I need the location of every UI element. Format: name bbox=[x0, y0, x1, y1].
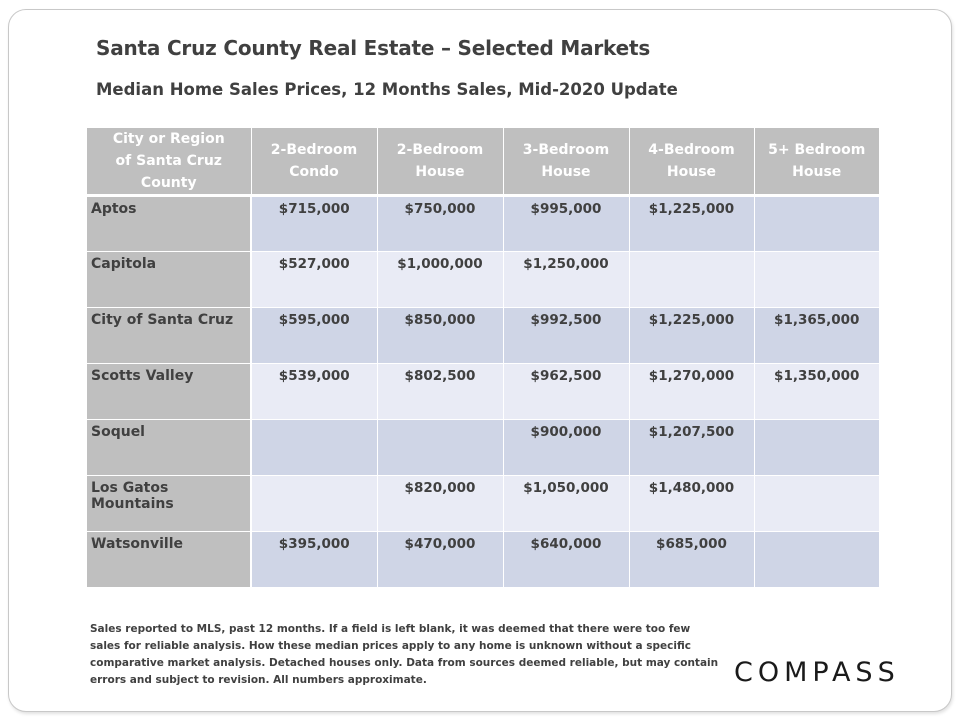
row-region-label: City of Santa Cruz bbox=[87, 307, 252, 364]
price-cell: $715,000 bbox=[251, 195, 378, 252]
page-title: Santa Cruz County Real Estate – Selected… bbox=[96, 36, 651, 60]
column-header: 4-Bedroom House bbox=[629, 128, 755, 197]
column-header: 5+ Bedroom House bbox=[754, 128, 879, 197]
column-header-line1: 5+ Bedroom bbox=[768, 142, 866, 158]
price-cell: $1,480,000 bbox=[629, 475, 755, 532]
column-header-line2: House bbox=[792, 164, 842, 180]
price-cell bbox=[754, 475, 879, 532]
price-cell bbox=[754, 531, 879, 588]
price-cell: $539,000 bbox=[251, 363, 378, 420]
price-cell: $992,500 bbox=[503, 307, 630, 364]
column-header: 2-Bedroom House bbox=[377, 128, 504, 197]
compass-logo: COMPASS bbox=[734, 657, 900, 688]
column-header-line2: of Santa Cruz County bbox=[115, 153, 222, 191]
price-cell: $527,000 bbox=[251, 251, 378, 308]
table-row: Soquel $900,000 $1,207,500 bbox=[87, 419, 879, 476]
price-cell: $1,250,000 bbox=[503, 251, 630, 308]
price-cell: $1,270,000 bbox=[629, 363, 755, 420]
price-cell: $850,000 bbox=[377, 307, 504, 364]
price-cell: $820,000 bbox=[377, 475, 504, 532]
price-cell: $995,000 bbox=[503, 195, 630, 252]
price-cell bbox=[377, 419, 504, 476]
column-header: 3-Bedroom House bbox=[503, 128, 630, 197]
price-cell: $470,000 bbox=[377, 531, 504, 588]
price-cell: $685,000 bbox=[629, 531, 755, 588]
price-cell: $1,365,000 bbox=[754, 307, 879, 364]
column-header: 2-Bedroom Condo bbox=[251, 128, 378, 197]
price-cell bbox=[629, 251, 755, 308]
table-row: Scotts Valley $539,000 $802,500 $962,500 $1,… bbox=[87, 363, 879, 420]
row-region-label: Aptos bbox=[87, 195, 252, 252]
price-cell bbox=[754, 419, 879, 476]
price-cell: $750,000 bbox=[377, 195, 504, 252]
row-region-label: Watsonville bbox=[87, 531, 252, 588]
price-cell bbox=[754, 195, 879, 252]
table-row: Capitola $527,000 $1,000,000 $1,250,000 bbox=[87, 251, 879, 308]
column-header-line2: House bbox=[541, 164, 591, 180]
column-header-line1: 2-Bedroom bbox=[270, 142, 358, 158]
price-cell: $900,000 bbox=[503, 419, 630, 476]
footnote: Sales reported to MLS, past 12 months. I… bbox=[90, 623, 719, 686]
page-subtitle: Median Home Sales Prices, 12 Months Sale… bbox=[96, 80, 678, 99]
column-header-line1: City or Region bbox=[112, 131, 225, 147]
column-header-line1: 2-Bedroom bbox=[396, 142, 484, 158]
price-cell: $395,000 bbox=[251, 531, 378, 588]
row-region-label: Scotts Valley bbox=[87, 363, 252, 420]
price-cell: $1,225,000 bbox=[629, 307, 755, 364]
column-header-line1: 4-Bedroom bbox=[648, 142, 735, 158]
price-cell: $802,500 bbox=[377, 363, 504, 420]
table-row: City of Santa Cruz $595,000 $850,000 $992,5… bbox=[87, 307, 879, 364]
table-row: Watsonville $395,000 $470,000 $640,000 $685,… bbox=[87, 531, 879, 588]
price-cell: $1,225,000 bbox=[629, 195, 755, 252]
price-cell: $1,050,000 bbox=[503, 475, 630, 532]
row-region-label: Capitola bbox=[87, 251, 252, 308]
column-header: City or Region of Santa Cruz County bbox=[87, 128, 252, 197]
column-header-line2: House bbox=[415, 164, 465, 180]
price-cell: $1,000,000 bbox=[377, 251, 504, 308]
median-price-table: City or Region of Santa Cruz County 2-Bedr… bbox=[87, 128, 879, 588]
column-header-line1: 3-Bedroom bbox=[522, 142, 610, 158]
price-cell bbox=[251, 475, 378, 532]
price-cell: $962,500 bbox=[503, 363, 630, 420]
table-header-row: City or Region of Santa Cruz County 2-Bedr… bbox=[87, 128, 879, 197]
table-row: Aptos $715,000 $750,000 $995,000 $1,225,000 bbox=[87, 195, 879, 252]
price-cell: $1,207,500 bbox=[629, 419, 755, 476]
column-header-line2: Condo bbox=[289, 164, 339, 180]
table-row: Los Gatos Mountains $820,000 $1,050,000 $1,… bbox=[87, 475, 879, 532]
column-header-line2: House bbox=[666, 164, 717, 180]
price-cell: $1,350,000 bbox=[754, 363, 879, 420]
price-cell bbox=[754, 251, 879, 308]
price-cell bbox=[251, 419, 378, 476]
table-body: Aptos $715,000 $750,000 $995,000 $1,225,000 C… bbox=[87, 195, 879, 588]
price-cell: $595,000 bbox=[251, 307, 378, 364]
price-cell: $640,000 bbox=[503, 531, 630, 588]
row-region-label: Soquel bbox=[87, 419, 252, 476]
row-region-label: Los Gatos Mountains bbox=[87, 475, 252, 532]
